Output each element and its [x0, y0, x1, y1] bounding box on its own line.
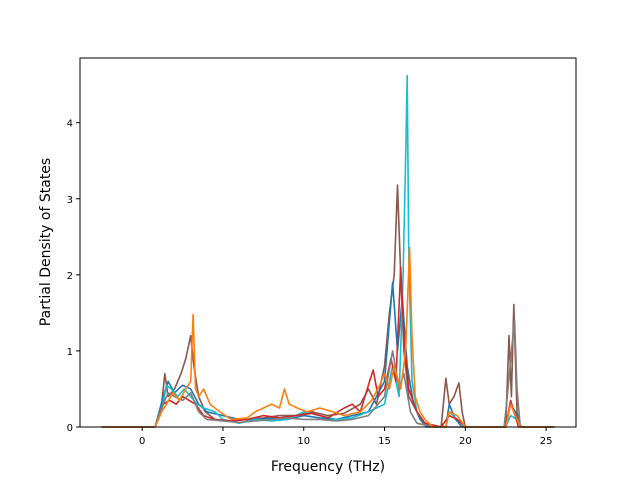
series-line-1 [101, 281, 555, 428]
y-tick-label: 3 [67, 195, 73, 206]
y-tick-label: 2 [67, 271, 73, 282]
x-tick-label: 20 [459, 436, 472, 447]
plot-lines [101, 74, 555, 428]
x-axis-label: Frequency (THz) [271, 459, 385, 475]
x-tick-label: 10 [297, 436, 310, 447]
y-tick-label: 0 [67, 423, 73, 434]
y-axis-label: Partial Density of States [38, 158, 54, 326]
y-tick-label: 4 [67, 119, 73, 130]
x-tick-label: 0 [139, 436, 145, 447]
x-tick-label: 25 [540, 436, 553, 447]
y-tick-label: 1 [67, 347, 73, 358]
x-tick-label: 5 [220, 436, 226, 447]
x-axis: 0 5 10 15 20 25 [139, 427, 552, 447]
series-line-3 [101, 266, 555, 428]
y-axis: 0 1 2 3 4 [67, 119, 80, 434]
series-line-4 [101, 319, 555, 428]
plot-frame [79, 57, 577, 428]
x-tick-label: 15 [378, 436, 391, 447]
series-line-5 [101, 246, 555, 428]
series-line-0 [101, 184, 555, 428]
series-line-2 [101, 74, 555, 428]
